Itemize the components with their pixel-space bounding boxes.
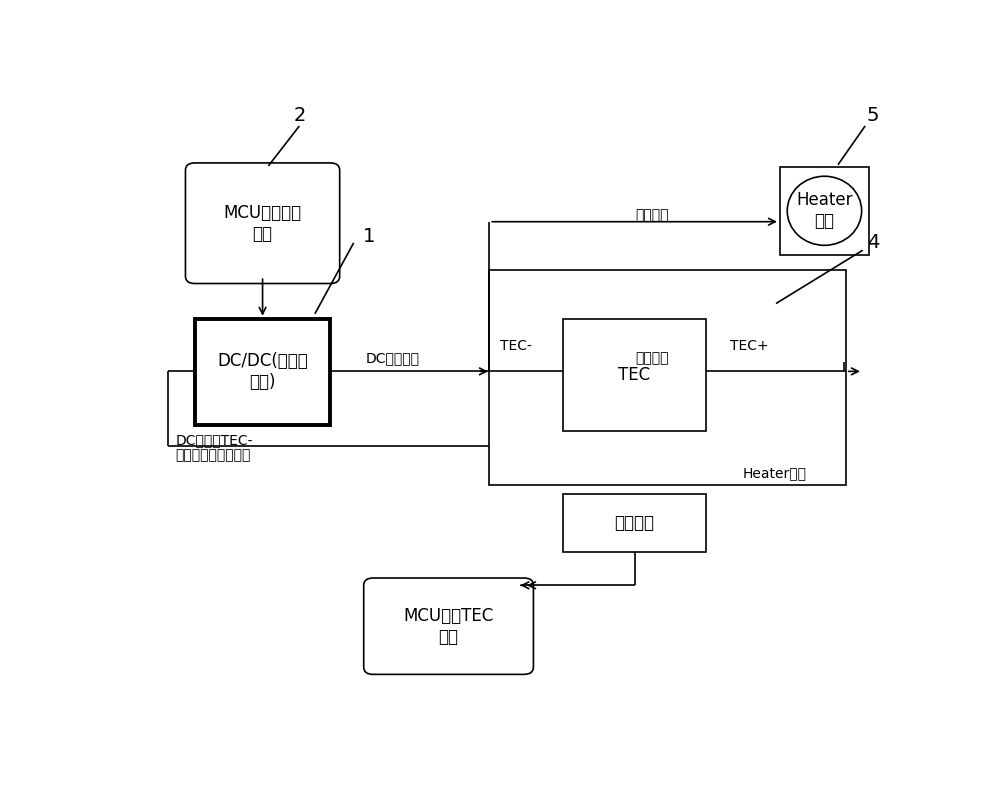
Text: 1: 1 xyxy=(363,227,375,246)
Ellipse shape xyxy=(787,176,862,246)
Text: TEC: TEC xyxy=(618,366,651,384)
Bar xyxy=(489,270,846,486)
Text: MCU控制升压
降压: MCU控制升压 降压 xyxy=(224,204,302,242)
FancyBboxPatch shape xyxy=(185,163,340,283)
Text: MCU监控TEC
温度: MCU监控TEC 温度 xyxy=(403,607,494,645)
Text: DC输入和TEC-: DC输入和TEC- xyxy=(175,433,253,447)
Text: 应用可选: 应用可选 xyxy=(635,351,669,365)
Text: Heater应用: Heater应用 xyxy=(743,466,807,480)
Text: DC/DC(可升压
降压): DC/DC(可升压 降压) xyxy=(217,353,308,391)
Bar xyxy=(563,319,706,430)
Bar xyxy=(563,494,706,552)
Text: 4: 4 xyxy=(867,234,879,253)
Text: DC电压输出: DC电压输出 xyxy=(365,351,419,365)
Text: 5: 5 xyxy=(867,106,879,125)
Text: 2: 2 xyxy=(293,106,306,125)
FancyBboxPatch shape xyxy=(364,578,533,674)
Bar xyxy=(780,167,869,255)
Text: 热敏电阻: 热敏电阻 xyxy=(615,514,655,532)
Bar xyxy=(195,319,330,425)
Text: Heater
应用: Heater 应用 xyxy=(796,191,853,230)
Text: TEC-: TEC- xyxy=(500,339,532,353)
Text: 公用同一路输入电压: 公用同一路输入电压 xyxy=(175,448,251,462)
Text: TEC+: TEC+ xyxy=(730,339,768,353)
Text: 应用可选: 应用可选 xyxy=(635,209,669,223)
